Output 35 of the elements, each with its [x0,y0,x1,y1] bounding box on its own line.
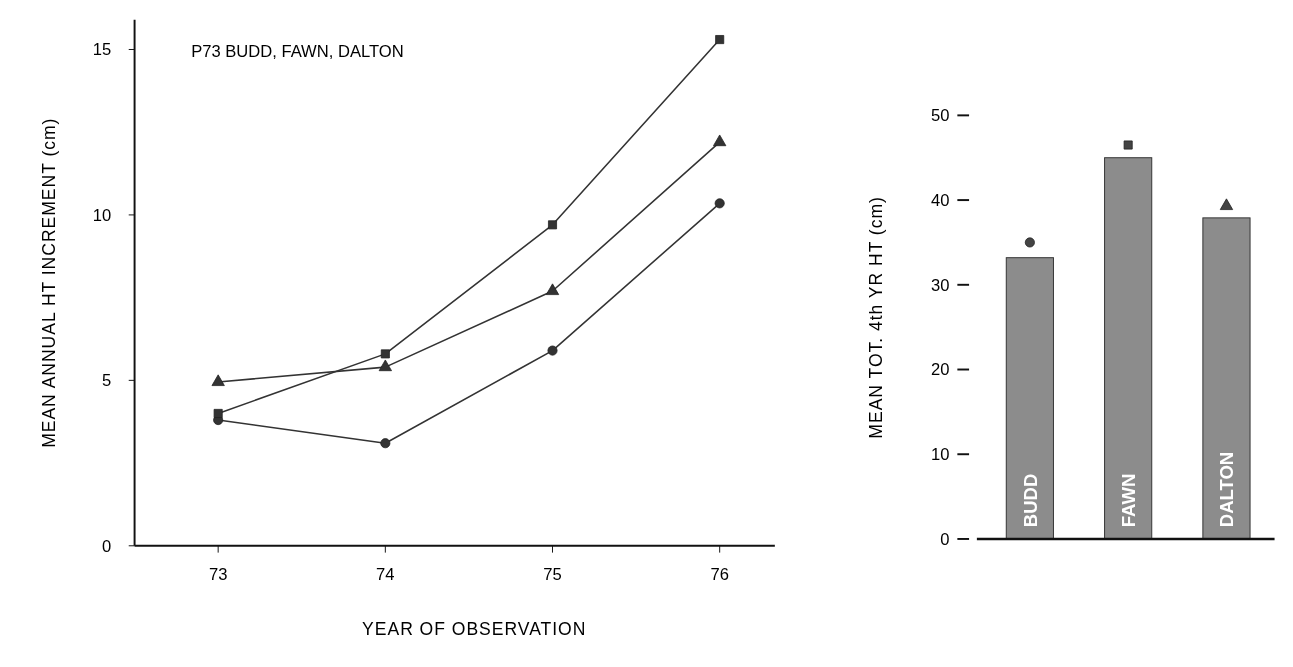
point [715,35,725,45]
x-tick-label: 76 [710,564,729,584]
point [548,220,557,230]
point [714,198,725,209]
y-tick-label: 5 [101,371,112,391]
point [380,349,390,359]
point [713,134,727,147]
y-axis-title: MEAN ANNUAL HT INCREMENT (cm) [38,117,59,448]
bar [1104,157,1153,540]
y-tick-label: 40 [931,190,950,210]
point [545,283,560,295]
point [211,374,225,386]
y-tick-label: 10 [931,445,950,465]
point [547,345,558,356]
y-tick-label: 0 [101,536,112,556]
x-axis-title: YEAR OF OBSERVATION [362,618,587,639]
x-tick-label: 74 [376,564,395,584]
x-tick-label: FAWN [1117,473,1139,528]
x-tick-label: 75 [543,564,562,584]
bar [1202,217,1251,540]
text: P73 BUDD, FAWN, DALTON [191,41,404,61]
y-tick-label: 50 [931,106,950,126]
y-tick-label: 0 [940,529,950,549]
bar [1005,257,1054,540]
point [213,408,223,418]
y-tick-label: 15 [92,40,112,60]
y-tick-label: 20 [931,360,950,380]
y-tick-label: 10 [92,205,112,225]
x-tick-label: 73 [208,564,228,584]
y-tick-label: 30 [931,275,950,295]
x-tick-label: BUDD [1019,473,1041,528]
x-tick-label: DALTON [1216,451,1238,528]
point [380,438,391,449]
point [378,359,392,372]
y-axis-title: MEAN TOT. 4th YR HT (cm) [866,196,887,439]
